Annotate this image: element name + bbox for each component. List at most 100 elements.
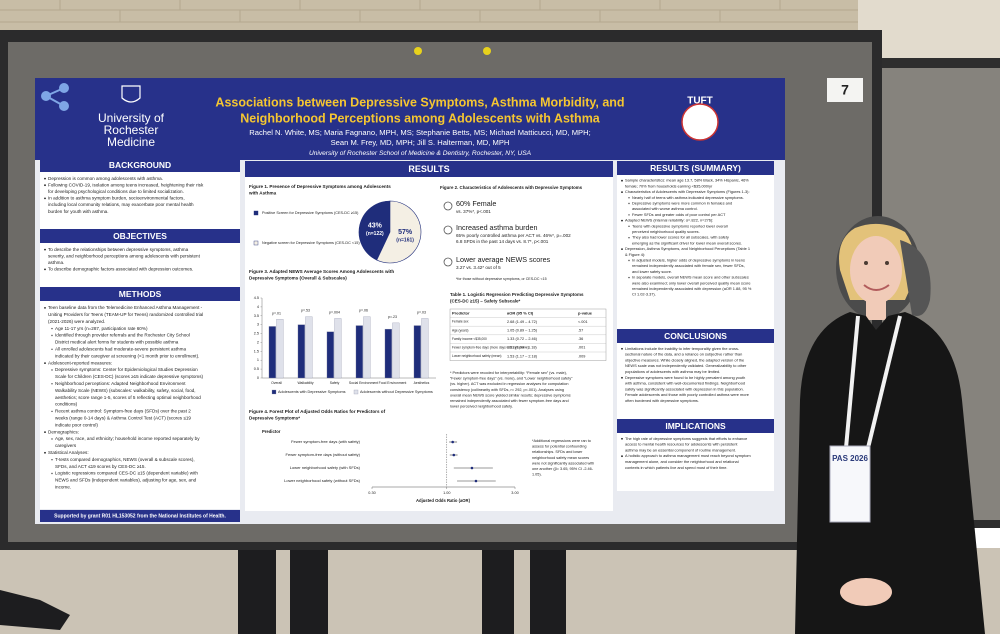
number-card [827, 78, 863, 102]
sub-bullet [51, 327, 53, 330]
body-text: safety was significantly associated with… [625, 386, 744, 391]
table-header: Predictor [452, 310, 470, 315]
estimate-point [470, 466, 474, 470]
figure-title: Figure 3. Adapted NEWS Average Scores Am… [249, 269, 394, 274]
y-tick-label: 4.5 [254, 296, 259, 300]
right-column [617, 161, 774, 491]
pie-slice [358, 200, 391, 261]
x-tick-label: Social Environment [349, 381, 378, 385]
body-text: weeks (range 0-14 days) & Asthma Control… [55, 416, 191, 421]
body-text: often burdened with depressive symptoms. [625, 398, 699, 403]
bullet [44, 177, 46, 180]
figure-note: 1.05). [532, 473, 542, 477]
left-column [40, 161, 240, 509]
y-tick-label: 2.5 [254, 332, 259, 336]
body-text: management alone, and consider the neigh… [625, 459, 739, 464]
figure-title: Figure 2. Characteristics of Adolescents… [440, 185, 583, 190]
pie-n: (n=122) [366, 231, 384, 237]
legend-text: Adolescents without Depressive Symptoms [360, 390, 433, 394]
body-text: were also examined; only lower overall p… [632, 280, 751, 285]
pie-n: (n=161) [396, 238, 414, 244]
poster-title: Associations between Depressive Symptoms… [215, 95, 624, 109]
table-footnote: * Predictors were recoded for interpreta… [450, 371, 567, 375]
p-value-label: p=.004 [329, 310, 340, 314]
bullet [44, 248, 46, 251]
bullet [44, 362, 46, 364]
body-text: Female adolescents and those with poorly… [625, 392, 749, 397]
affiliation: University of Rochester School of Medici… [309, 150, 532, 157]
sub-bullet [51, 410, 53, 413]
figure-title: Figure 1. Presence of Depressive Symptom… [249, 184, 391, 189]
x-tick-label: 0.30 [368, 491, 375, 495]
body-text: Walkability Scale (NEWS) (subscales: wal… [55, 388, 196, 393]
sub-bullet [628, 276, 630, 279]
sub-bullet [628, 237, 630, 239]
body-text: Limitations include the inability to inf… [625, 346, 740, 351]
sub-bullet [51, 383, 53, 385]
body-text: All enrolled adolescents had moderate-se… [55, 347, 186, 352]
bullet [621, 437, 623, 440]
body-text: District medical alert forms for student… [55, 340, 179, 345]
bullet [621, 248, 623, 251]
table-footnote: consistency (collinearity with SFDs, r= … [450, 388, 564, 392]
bullet [621, 191, 623, 194]
body-text: Age 11-17 yrs (n=287, participation rate… [55, 326, 148, 331]
body-text: They also had lower scores for all subsc… [632, 235, 729, 240]
estimate-point [474, 479, 478, 483]
body-text: Depression is common among adolescents w… [48, 176, 163, 181]
x-tick-label: Food Environment [379, 381, 407, 385]
p-value-label: p=.06 [359, 309, 368, 313]
body-text: indicated by their caregiver at screenin… [55, 353, 199, 358]
bullet [44, 431, 46, 433]
figure-note: relationships. SFDs and lower [532, 450, 583, 454]
x-tick-label: Safety [330, 381, 340, 385]
sub-bullet [51, 459, 53, 461]
body-text: NEWS and SFDs (independent variables), a… [55, 478, 197, 483]
icon [443, 201, 453, 211]
y-tick-label: 0.5 [254, 367, 259, 371]
table-cell: Age (years) [452, 328, 468, 332]
body-text: CI 1.02-3.37). [632, 292, 656, 297]
table-cell: Lower neighborhood safety (mean) [452, 354, 501, 358]
icon [443, 225, 453, 235]
row-label: Fewer symptom-free days (with safety) [291, 439, 361, 444]
eye [864, 261, 868, 265]
bullet [44, 268, 46, 271]
p-value-label: p=.03 [417, 310, 426, 314]
stat-detail: vs. 37%*, p<.001 [456, 209, 491, 214]
bar [305, 316, 313, 379]
bullet [44, 197, 46, 200]
section-band [40, 158, 240, 172]
logo-text: Medicine [107, 135, 155, 149]
table-cell: 1.11 (1.04 – 1.18) [507, 346, 537, 350]
body-text: perceived neighborhood quality scores. [632, 229, 700, 234]
legend-text: Positive Screen for Depressive Symptoms … [262, 211, 359, 215]
legend-swatch [253, 210, 259, 216]
legend-swatch [353, 389, 359, 395]
table-header: p-value [578, 310, 593, 315]
body-text: Sample characteristics: mean age 13.7, 5… [625, 178, 749, 183]
body-text: Recent asthma control: Symptom-free days… [55, 409, 191, 414]
bar [334, 318, 342, 379]
body-text: The high rate of depressive symptoms sug… [625, 436, 747, 441]
figure-note: neighborhood safety mean scores [532, 456, 589, 460]
legend-text: Negative screen for Depressive Symptoms … [262, 241, 360, 245]
sub-bullet [51, 438, 53, 440]
pie-slice [376, 200, 422, 264]
table-footnote: lower perceived neighborhood safety. [450, 405, 513, 409]
body-text: Scale for Children (CES-DC) (scores ≥15 … [55, 374, 204, 379]
y-tick-label: 2 [257, 340, 259, 344]
x-tick-label: Overall [271, 381, 282, 385]
body-text: NEWS scale was not independently validat… [625, 363, 747, 368]
body-text: including local community relations, may… [48, 202, 194, 207]
row-label: Fewer symptom-free days (without safety) [286, 452, 361, 457]
figure-title: Depressive Symptoms* [249, 416, 300, 421]
body-text: Neighborhood perceptions: Adapted Neighb… [55, 381, 186, 386]
body-text: populations of adolescents with asthma m… [625, 369, 720, 374]
y-tick-label: 3.5 [254, 314, 259, 318]
pie-label: 43% [368, 222, 383, 229]
body-text: In separate models, overall NEWS mean sc… [632, 275, 749, 280]
legend-text: Adolescents with Depressive Symptoms [278, 390, 346, 394]
bar [276, 319, 284, 379]
